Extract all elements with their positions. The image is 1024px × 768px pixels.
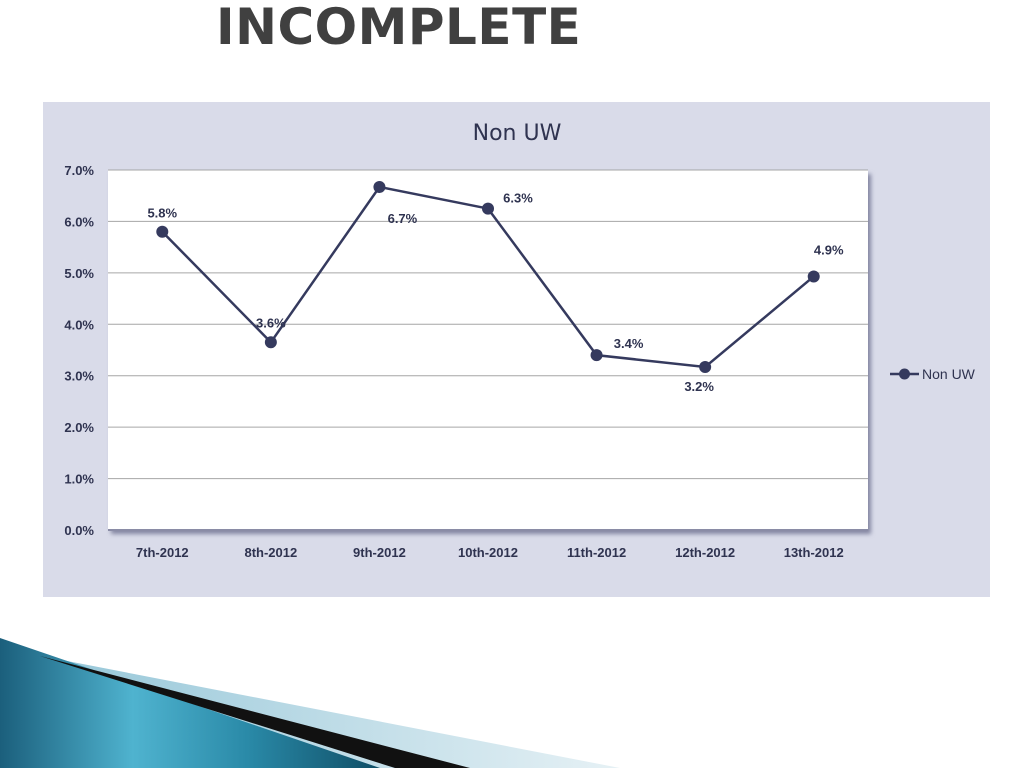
data-point [590,349,603,362]
gridlines [108,169,868,531]
legend-marker [899,368,910,380]
y-tick-label: 0.0% [64,523,94,538]
chart-panel: Non UW 0.0% 1.0% 2.0% 3.0% 4.0% 5.0% 6.0% 7.0% … [43,102,990,597]
footer-decoration [0,638,620,768]
x-tick-label: 12th-2012 [675,545,735,560]
data-label: 6.7% [388,211,418,226]
data-labels: 5.8% 3.6% 6.7% 6.3% 3.4% 3.2% 4.9% [147,191,844,394]
series-non-uw [156,180,820,373]
x-tick-label: 7th-2012 [136,545,189,560]
data-point [264,336,277,349]
x-tick-label: 10th-2012 [458,545,518,560]
data-point [482,202,494,215]
data-point [807,270,820,283]
x-tick-label: 8th-2012 [244,545,297,560]
y-axis-ticks: 0.0% 1.0% 2.0% 3.0% 4.0% 5.0% 6.0% 7.0% [64,163,94,538]
y-tick-label: 3.0% [64,369,94,384]
x-tick-label: 11th-2012 [567,545,626,560]
data-label: 3.2% [684,379,714,394]
y-tick-label: 4.0% [64,317,94,332]
x-tick-label: 13th-2012 [784,545,844,560]
legend-label: Non UW [922,366,976,382]
y-tick-label: 5.0% [64,266,94,281]
footer-dark-stripe [40,656,470,768]
legend: Non UW [890,366,976,382]
data-point [373,180,386,193]
x-axis-ticks: 7th-2012 8th-2012 9th-2012 10th-2012 11th-20… [136,545,844,560]
data-label: 6.3% [503,191,533,206]
y-tick-label: 6.0% [64,214,94,229]
data-label: 3.6% [256,315,286,330]
chart-title: Non UW [473,121,562,146]
data-point [156,225,169,238]
plot-area [108,170,868,530]
y-tick-label: 1.0% [64,472,94,487]
line-chart: Non UW 0.0%1.0%2.0%3.0%4.0%5.0%6.0%7.0% … [64,121,976,560]
data-label: 5.8% [147,206,177,221]
y-tick-label: 7.0% [64,163,94,178]
data-label: 4.9% [814,242,844,257]
x-tick-label: 9th-2012 [353,545,406,560]
data-point [699,360,712,373]
slide-title: INCOMPLETE [216,0,582,56]
y-tick-label: 2.0% [64,420,94,435]
data-label: 3.4% [614,336,644,351]
